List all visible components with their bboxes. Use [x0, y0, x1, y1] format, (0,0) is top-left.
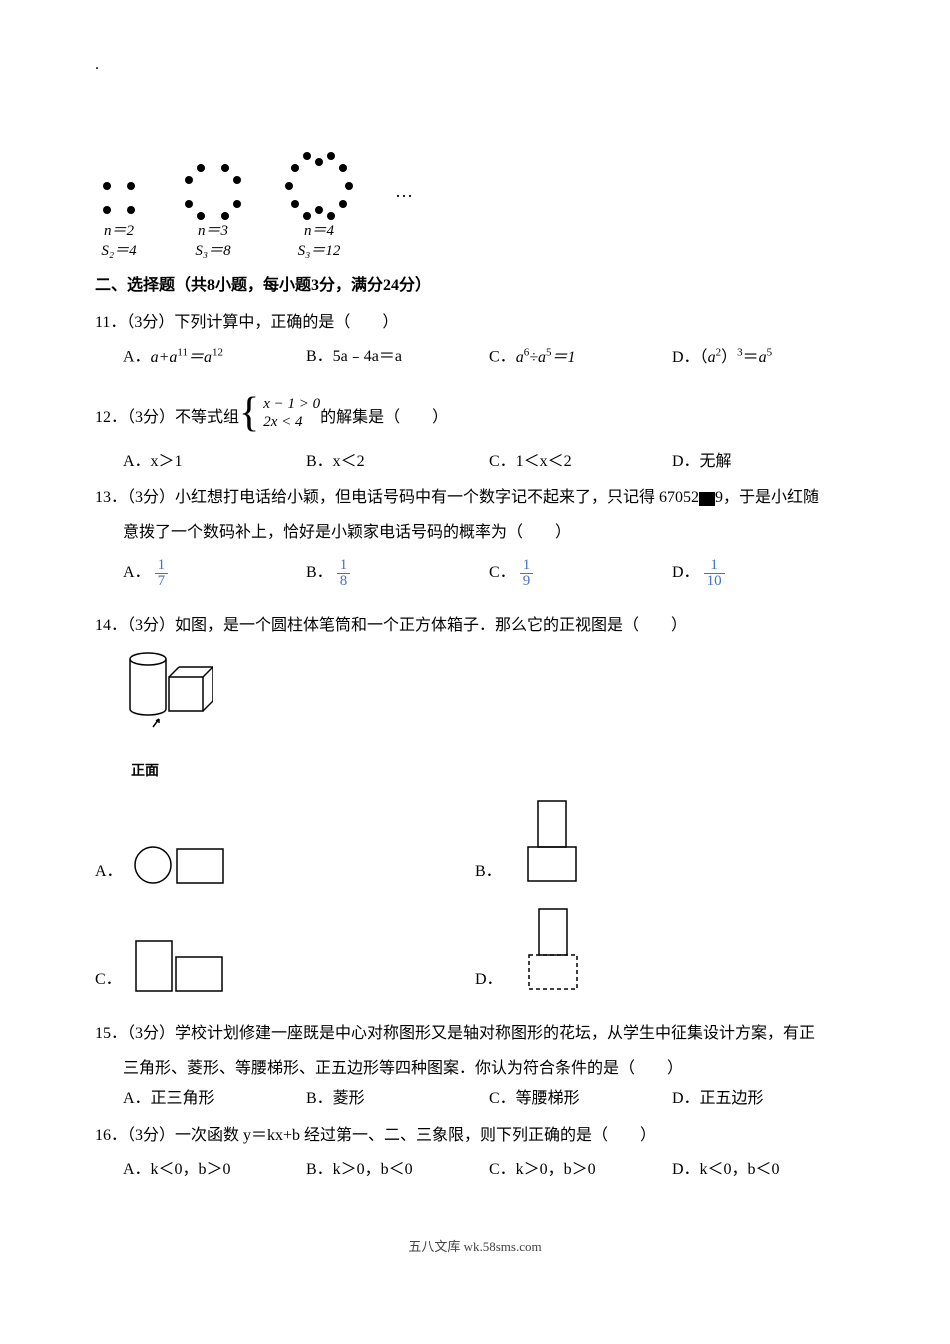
q16-stem: 16．（3分）一次函数 y＝kx+b 经过第一、二、三象限，则下列正确的是（ ）: [95, 1121, 855, 1151]
section-header: 二、选择题（共8小题，每小题3分，满分24分）: [95, 271, 855, 301]
q16-opt-b: B．k＞0，b＜0: [306, 1155, 489, 1185]
dot-ellipsis: …: [395, 174, 413, 238]
q15-opt-a: A．正三角形: [123, 1084, 306, 1114]
q12-post: 的解集是（ ）: [320, 403, 448, 433]
q12-opt-b: B．x＜2: [306, 447, 489, 477]
q13: 13．（3分）小红想打电话给小颖，但电话号码中有一个数字记不起来了，只记得 67…: [95, 483, 855, 589]
q14-figure: 正面: [123, 647, 855, 785]
q15-stem-b: 三角形、菱形、等腰梯形、正五边形等四种图案．你认为符合条件的是（ ）: [95, 1054, 855, 1084]
dot-fig-2: n＝3 S₃＝8: [183, 162, 243, 261]
dot-pattern-figures: n＝2 S₂＝4 n＝3 S₃＝8 n＝4 S₃＝12 …: [95, 150, 855, 261]
q12-opt-c: C．1＜x＜2: [489, 447, 672, 477]
q12-opt-d: D．无解: [672, 447, 855, 477]
q12-line1: x − 1 > 0: [263, 396, 320, 412]
q14-opt-c: C．: [95, 905, 475, 995]
q14: 14．（3分）如图，是一个圆柱体笔筒和一个正方体箱子．那么它的正视图是（ ） 正…: [95, 611, 855, 1013]
q15-opt-b: B．菱形: [306, 1084, 489, 1114]
q13-opt-b: B． 18: [306, 558, 489, 589]
q15-stem-a: 15．（3分）学校计划修建一座既是中心对称图形又是轴对称图形的花坛，从学生中征集…: [95, 1019, 855, 1049]
q13-opt-a: A． 17: [123, 558, 306, 589]
q16-opt-c: C．k＞0，b＞0: [489, 1155, 672, 1185]
black-box-icon: [699, 492, 715, 506]
dot-n-1: n＝2: [104, 223, 134, 239]
dot-svg-1: [95, 174, 143, 222]
q16-opt-a: A．k＜0，b＞0: [123, 1155, 306, 1185]
dot-s-1: S₂＝4: [101, 243, 136, 259]
q14-stem: 14．（3分）如图，是一个圆柱体笔筒和一个正方体箱子．那么它的正视图是（ ）: [95, 611, 855, 641]
dot-svg-3: [283, 150, 355, 222]
q12-line2: 2x < 4: [263, 414, 302, 430]
q11-opt-a: A．a+a11＝a12: [123, 342, 306, 373]
q15-opt-d: D．正五边形: [672, 1084, 855, 1114]
q16-opt-d: D．k＜0，b＜0: [672, 1155, 855, 1185]
q15-opt-c: C．等腰梯形: [489, 1084, 672, 1114]
dot-fig-1: n＝2 S₂＝4: [95, 174, 143, 261]
dot-s-2: S₃＝8: [195, 243, 230, 259]
q15: 15．（3分）学校计划修建一座既是中心对称图形又是轴对称图形的花坛，从学生中征集…: [95, 1019, 855, 1114]
q14-opt-d: D．: [475, 905, 855, 995]
q16: 16．（3分）一次函数 y＝kx+b 经过第一、二、三象限，则下列正确的是（ ）…: [95, 1121, 855, 1186]
dot-fig-3: n＝4 S₃＝12: [283, 150, 355, 261]
q11-opt-d: D．（a2）3＝a5: [672, 342, 855, 373]
q12: 12．（3分）不等式组 { x − 1 > 0 2x < 4 的解集是（ ） A…: [95, 393, 855, 477]
dot-svg-2: [183, 162, 243, 222]
dot-s-3: S₃＝12: [298, 243, 341, 259]
dot-n-3: n＝4: [304, 223, 334, 239]
q12-opt-a: A．x＞1: [123, 447, 306, 477]
q12-system: { x − 1 > 0 2x < 4: [239, 393, 320, 433]
q11: 11．（3分）下列计算中，正确的是（ ） A．a+a11＝a12 B．5a﹣4a…: [95, 308, 855, 373]
footer: 五八文库 wk.58sms.com: [95, 1235, 855, 1260]
top-marker: .: [95, 50, 855, 80]
q14-opt-b: B．: [475, 797, 855, 887]
q13-opt-c: C． 19: [489, 558, 672, 589]
q12-pre: 12．（3分）不等式组: [95, 403, 239, 433]
q11-opt-b: B．5a﹣4a＝a: [306, 342, 489, 373]
q11-stem: 11．（3分）下列计算中，正确的是（ ）: [95, 308, 855, 338]
q13-stem: 13．（3分）小红想打电话给小颖，但电话号码中有一个数字记不起来了，只记得 67…: [95, 483, 855, 513]
front-label: 正面: [131, 759, 855, 786]
q14-opt-a: A．: [95, 797, 475, 887]
q13-stem-cont: 意拨了一个数码补上，恰好是小颖家电话号码的概率为（ ）: [95, 518, 855, 548]
q13-opt-d: D． 110: [672, 558, 855, 589]
q11-opt-c: C．a6÷a5＝1: [489, 342, 672, 373]
dot-n-2: n＝3: [198, 223, 228, 239]
